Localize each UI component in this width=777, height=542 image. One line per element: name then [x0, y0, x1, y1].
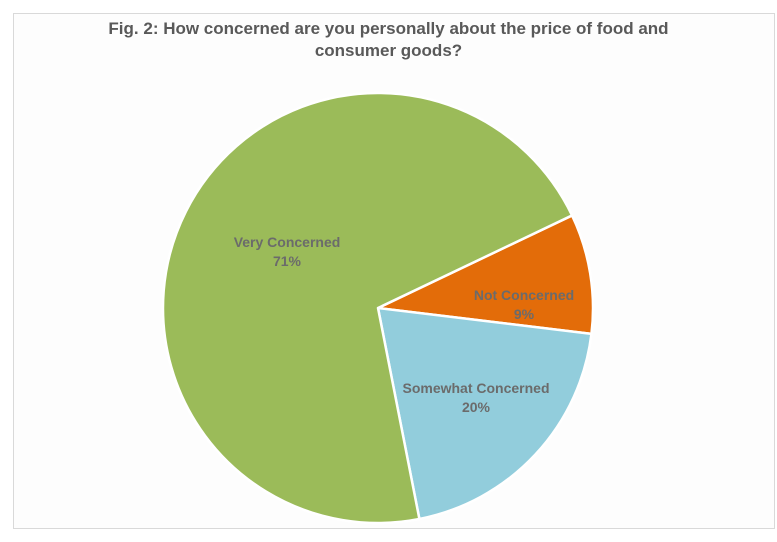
chart-title: Fig. 2: How concerned are you personally…	[0, 18, 777, 62]
label-not-concerned: Not Concerned 9%	[473, 287, 575, 322]
label-very-concerned: Very Concerned 71%	[233, 234, 341, 269]
label-somewhat-concerned: Somewhat Concerned 20%	[402, 380, 550, 415]
slice-somewhat-concerned	[376, 306, 593, 521]
slice-very-concerned	[161, 91, 574, 525]
slice-not-concerned	[376, 214, 595, 336]
chart-title-line-2: consumer goods?	[314, 41, 463, 60]
chart-title-line-1: Fig. 2: How concerned are you personally…	[108, 19, 669, 38]
